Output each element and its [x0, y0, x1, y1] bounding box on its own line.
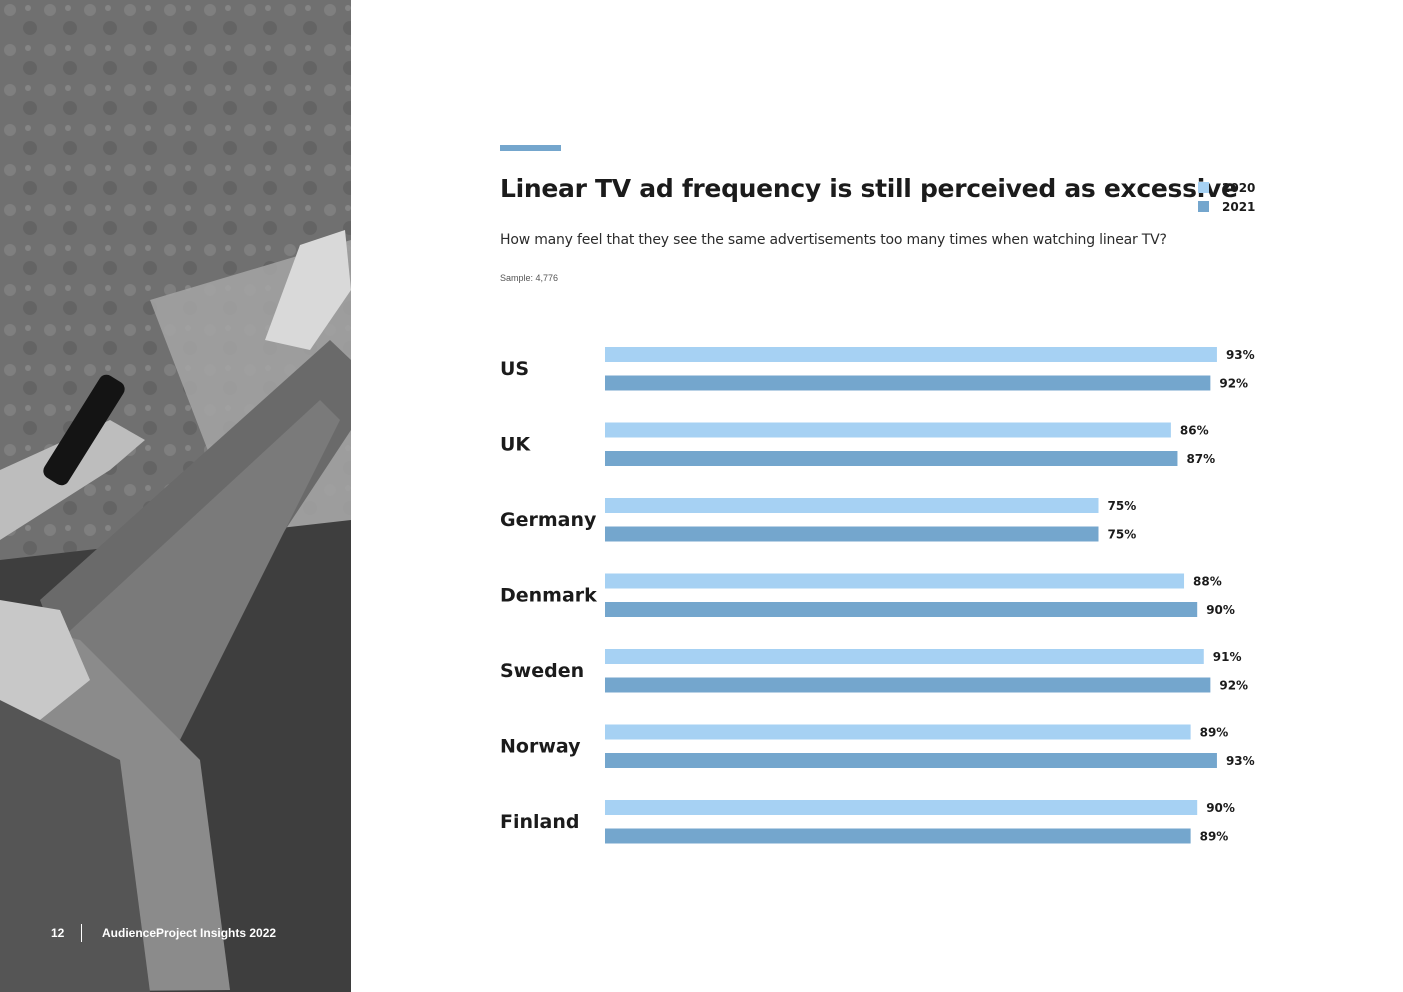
category-label: Finland: [500, 811, 579, 833]
category-label: UK: [500, 434, 531, 456]
bar-2021: [605, 677, 1211, 693]
bar-2021: [605, 753, 1217, 768]
bar-2021: [605, 602, 1198, 617]
legend-item-2020: 2020: [1198, 178, 1255, 197]
legend-swatch-2020: [1198, 182, 1209, 193]
bar-2021: [605, 451, 1178, 466]
data-label-2021: 92%: [1219, 679, 1248, 693]
category-label: Norway: [500, 736, 581, 758]
data-label-2021: 92%: [1219, 377, 1248, 391]
bar-2020: [605, 724, 1191, 740]
publication-name: AudienceProject Insights 2022: [102, 926, 277, 940]
data-label-2021: 75%: [1108, 528, 1137, 542]
data-label-2020: 93%: [1226, 348, 1255, 362]
legend-label-2020: 2020: [1222, 180, 1256, 195]
data-label-2020: 88%: [1193, 575, 1222, 589]
bar-2021: [605, 526, 1099, 542]
bar-2020: [605, 800, 1198, 815]
footer-divider: [81, 924, 82, 942]
photo-panel: 12 AudienceProject Insights 2022: [0, 0, 351, 992]
chart-legend: 2020 2021: [1198, 178, 1255, 216]
bar-2020: [605, 573, 1185, 589]
data-label-2020: 89%: [1200, 726, 1229, 740]
bar-2020: [605, 498, 1099, 513]
page-title: Linear TV ad frequency is still perceive…: [500, 174, 1238, 203]
chart-subtitle: How many feel that they see the same adv…: [500, 232, 1167, 248]
data-label-2021: 89%: [1200, 830, 1229, 844]
data-label-2020: 86%: [1180, 424, 1209, 438]
data-label-2021: 90%: [1206, 603, 1235, 617]
accent-bar: [500, 145, 561, 151]
legend-swatch-2021: [1198, 201, 1209, 212]
data-label-2020: 75%: [1108, 499, 1137, 513]
bar-2020: [605, 649, 1204, 664]
legend-label-2021: 2021: [1222, 199, 1256, 214]
bar-2020: [605, 422, 1171, 438]
category-label: Denmark: [500, 585, 597, 607]
category-label: Germany: [500, 509, 597, 531]
bar-2020: [605, 347, 1217, 362]
legend-item-2021: 2021: [1198, 197, 1255, 216]
category-label: Sweden: [500, 660, 584, 682]
person-with-remote-photo: [0, 0, 351, 992]
data-label-2021: 87%: [1186, 452, 1215, 466]
data-label-2020: 91%: [1213, 650, 1242, 664]
data-label-2021: 93%: [1226, 754, 1255, 768]
page-footer: 12 AudienceProject Insights 2022: [51, 924, 276, 942]
bar-chart: US 93% 92% UK 86% 87% Germany 75% 75% Denmark 88% 9…: [500, 347, 1255, 844]
sample-size: Sample: 4,776: [500, 273, 559, 283]
category-label: US: [500, 358, 529, 380]
bar-2021: [605, 828, 1191, 844]
bar-2021: [605, 375, 1211, 391]
page-number: 12: [51, 926, 65, 940]
data-label-2020: 90%: [1206, 801, 1235, 815]
